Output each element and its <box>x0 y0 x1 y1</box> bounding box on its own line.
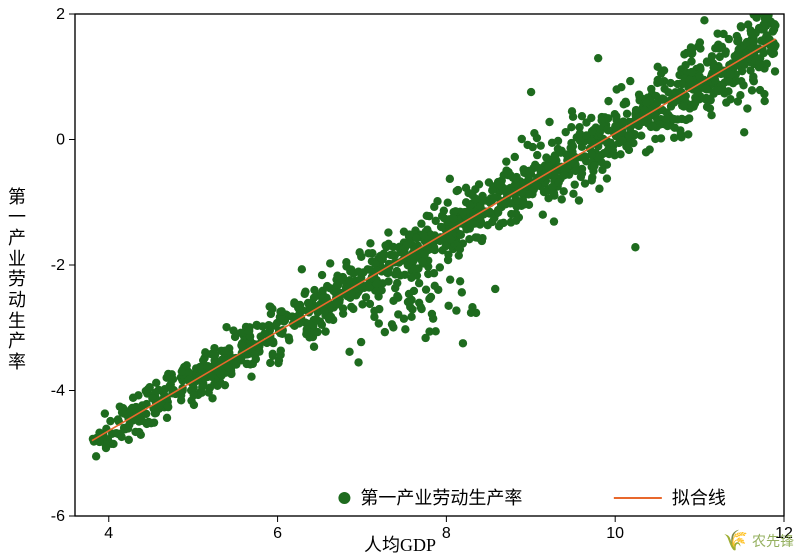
svg-text:-6: -6 <box>51 508 65 525</box>
svg-text:10: 10 <box>606 525 624 542</box>
watermark-icon: 🌾 <box>723 528 748 553</box>
svg-text:拟合线: 拟合线 <box>672 488 726 508</box>
watermark: 🌾 农先锋 <box>723 528 794 553</box>
svg-text:4: 4 <box>104 525 113 542</box>
svg-text:第一产业劳动生产率: 第一产业劳动生产率 <box>360 488 522 508</box>
x-axis-label: 人均GDP <box>364 531 436 557</box>
svg-text:0: 0 <box>56 132 65 149</box>
watermark-text: 农先锋 <box>752 531 794 551</box>
svg-text:6: 6 <box>273 525 282 542</box>
chart-container: 4681012-6-4-202第一产业劳动生产率拟合线 第一产业劳动生产率 人均… <box>0 0 800 559</box>
svg-text:-2: -2 <box>51 257 65 274</box>
scatter-chart: 4681012-6-4-202第一产业劳动生产率拟合线 <box>0 0 800 559</box>
svg-text:-4: -4 <box>51 383 65 400</box>
svg-text:2: 2 <box>56 6 65 23</box>
svg-text:8: 8 <box>442 525 451 542</box>
y-axis-label: 第一产业劳动生产率 <box>6 186 28 372</box>
